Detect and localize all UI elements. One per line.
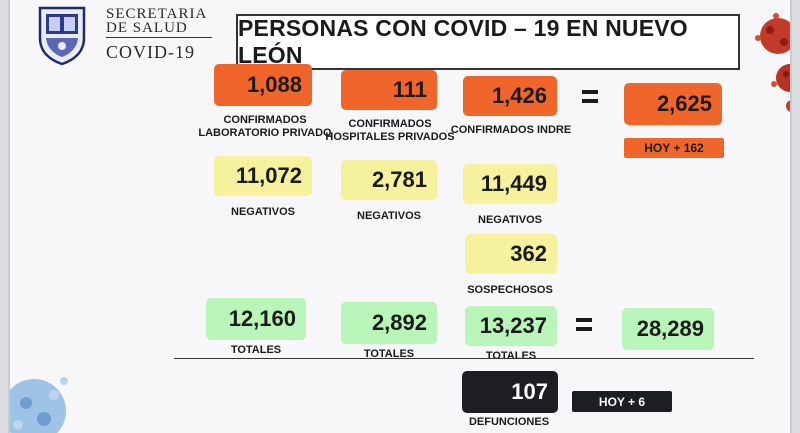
label-line: LABORATORIO PRIVADO <box>198 127 332 139</box>
negative-indre-value: 11,449 <box>463 164 557 204</box>
label-line: CONFIRMADOS <box>223 114 307 126</box>
deaths-label: DEFUNCIONES <box>468 416 550 428</box>
confirmed-indre-value: 1,426 <box>463 76 557 116</box>
logo-divider <box>106 37 212 38</box>
negative-private-hospitals-value: 2,781 <box>341 160 437 200</box>
slide-screen: SECRETARIA DE SALUD COVID-19 PERSONAS CO… <box>8 0 792 433</box>
negative-private-lab-value: 11,072 <box>214 156 312 196</box>
nuevo-leon-coat-of-arms-icon <box>38 6 86 66</box>
confirmed-private-hospitals-value: 111 <box>341 70 437 110</box>
confirmed-today-badge: HOY + 162 <box>624 138 724 158</box>
suspects-label: SOSPECHOSOS <box>467 284 553 296</box>
grand-total-value: 28,289 <box>622 308 714 350</box>
total-private-hospitals-label: TOTALES <box>363 348 415 360</box>
confirmed-private-hospitals-label: CONFIRMADOS HOSPITALES PRIVADOS <box>320 118 460 144</box>
page-title: PERSONAS CON COVID – 19 EN NUEVO LEÓN <box>236 14 740 70</box>
virus-icon <box>10 377 68 433</box>
deaths-value: 107 <box>462 371 558 413</box>
negative-indre-label: NEGATIVOS <box>478 214 542 226</box>
secretaria-line2: DE SALUD <box>106 20 188 36</box>
equals-icon <box>582 90 598 104</box>
equals-icon <box>576 318 592 332</box>
virus-icon <box>755 13 790 112</box>
suspects-value: 362 <box>465 234 557 274</box>
summary-divider <box>174 358 754 359</box>
label-line: CONFIRMADOS <box>348 118 432 130</box>
secretaria-line1: SECRETARIA <box>106 6 208 22</box>
negative-private-lab-label: NEGATIVOS <box>231 206 295 218</box>
total-private-hospitals-value: 2,892 <box>341 302 437 344</box>
label-line: HOSPITALES PRIVADOS <box>325 131 455 143</box>
total-indre-label: TOTALES <box>485 350 537 362</box>
confirmed-private-lab-value: 1,088 <box>214 64 312 106</box>
total-private-lab-value: 12,160 <box>206 298 306 340</box>
confirmed-private-lab-label: CONFIRMADOS LABORATORIO PRIVADO <box>190 114 340 140</box>
total-private-lab-label: TOTALES <box>230 344 282 356</box>
deaths-today-badge: HOY + 6 <box>572 391 672 412</box>
confirmed-indre-label: CONFIRMADOS INDRE <box>450 124 572 136</box>
program-name: COVID-19 <box>106 42 195 62</box>
confirmed-total-value: 2,625 <box>624 83 722 125</box>
total-indre-value: 13,237 <box>465 306 557 346</box>
negative-private-hospitals-label: NEGATIVOS <box>357 210 421 222</box>
